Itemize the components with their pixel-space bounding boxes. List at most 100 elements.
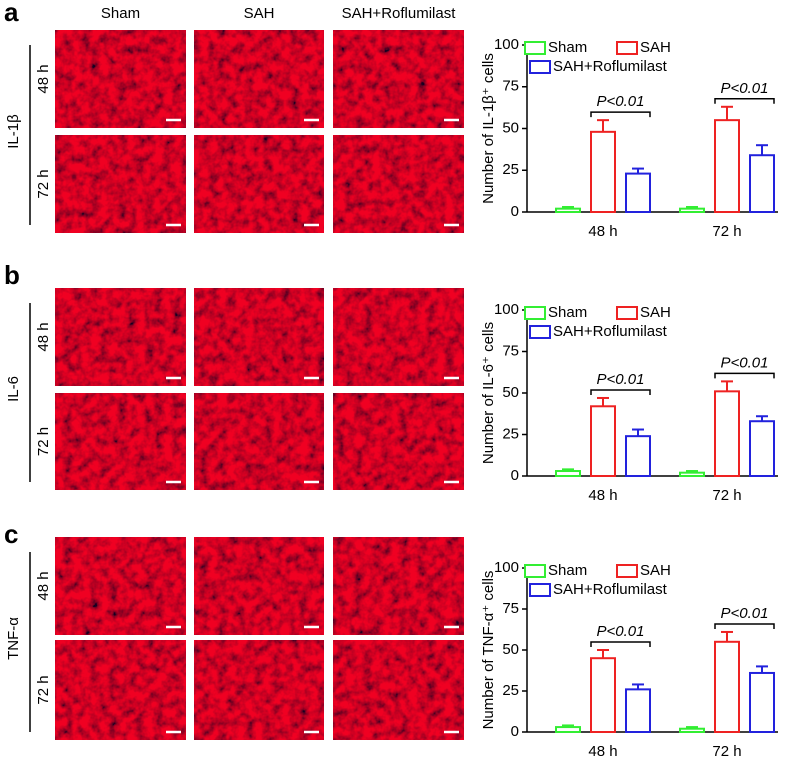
micrograph-texture (55, 537, 186, 635)
y-tick-label: 25 (502, 682, 519, 699)
bar (555, 207, 581, 214)
micrograph-texture (194, 393, 324, 490)
y-axis-label: Number of IL-1β⁺ cells (480, 53, 497, 204)
x-tick-label: 72 h (712, 743, 741, 760)
marker-label: TNF-α (5, 617, 22, 660)
annotation: P<0.01 (721, 80, 769, 97)
legend-label: SAH+Roflumilast (553, 58, 668, 75)
panel-letter: b (4, 260, 20, 290)
row-label: 48 h (35, 64, 52, 93)
row-label: 72 h (35, 169, 52, 198)
y-tick-label: 0 (511, 723, 519, 740)
micrograph-texture (333, 537, 464, 635)
bar (714, 119, 740, 213)
micrograph-texture (55, 288, 186, 386)
y-tick-label: 75 (502, 342, 519, 359)
bar (625, 435, 651, 478)
legend-label: SAH+Roflumilast (553, 323, 668, 340)
legend-swatch (616, 41, 638, 55)
bar (625, 172, 651, 213)
micrograph-texture (194, 135, 324, 233)
micrograph-texture (55, 640, 186, 740)
significance-bracket (714, 623, 775, 629)
y-axis-label: Number of TNF-α⁺ cells (480, 571, 497, 730)
annotation: P<0.01 (597, 371, 645, 388)
marker-label: IL-1β (5, 114, 22, 149)
bar (714, 390, 740, 477)
y-tick-label: 100 (494, 559, 519, 576)
legend-swatch (524, 41, 546, 55)
bar (625, 688, 651, 733)
y-tick-label: 50 (502, 641, 519, 658)
legend-label: Sham (548, 39, 587, 56)
row-label: 48 h (35, 571, 52, 600)
column-label: SAH (244, 5, 275, 22)
bar (749, 671, 775, 734)
annotation: P<0.01 (597, 93, 645, 110)
bar (749, 154, 775, 213)
legend-swatch (524, 306, 546, 320)
column-label: Sham (101, 5, 140, 22)
legend-swatch (616, 564, 638, 578)
marker-label: IL-6 (5, 376, 22, 402)
x-tick-label: 48 h (588, 743, 617, 760)
y-tick-label: 75 (502, 600, 519, 617)
legend-label: SAH (640, 304, 671, 321)
y-tick-label: 50 (502, 384, 519, 401)
bar (679, 471, 705, 477)
panel-letter: c (4, 519, 18, 549)
row-label: 72 h (35, 675, 52, 704)
y-tick-label: 0 (511, 467, 519, 484)
row-label: 48 h (35, 322, 52, 351)
legend-swatch (529, 583, 551, 597)
y-tick-label: 100 (494, 36, 519, 53)
significance-bracket (590, 111, 651, 118)
micrograph-texture (194, 537, 324, 635)
panel-letter: a (4, 0, 19, 27)
micrograph-texture (333, 640, 464, 740)
legend-swatch (529, 60, 551, 74)
y-tick-label: 0 (511, 203, 519, 220)
y-tick-label: 25 (502, 425, 519, 442)
bar (555, 470, 581, 477)
legend-swatch (524, 564, 546, 578)
significance-bracket (590, 389, 651, 395)
legend-label: Sham (548, 562, 587, 579)
legend-swatch (529, 325, 551, 339)
bar (590, 405, 616, 477)
micrograph-texture (333, 30, 464, 128)
column-label: SAH+Roflumilast (342, 5, 457, 22)
legend-swatch (616, 306, 638, 320)
micrograph-texture (55, 30, 186, 128)
annotation: P<0.01 (597, 623, 645, 640)
x-tick-label: 48 h (588, 223, 617, 240)
micrograph-texture (333, 135, 464, 233)
micrograph-texture (55, 135, 186, 233)
y-tick-label: 100 (494, 301, 519, 318)
annotation: P<0.01 (721, 354, 769, 371)
bar (590, 657, 616, 734)
bar (749, 420, 775, 477)
bar (679, 207, 705, 214)
legend-label: SAH (640, 39, 671, 56)
micrograph-texture (194, 30, 324, 128)
micrograph-texture (55, 393, 186, 490)
significance-bracket (714, 98, 775, 104)
bar (679, 727, 705, 733)
bar (590, 130, 616, 213)
x-tick-label: 48 h (588, 487, 617, 504)
x-tick-label: 72 h (712, 487, 741, 504)
y-tick-label: 25 (502, 161, 519, 178)
micrograph-texture (333, 288, 464, 386)
y-tick-label: 50 (502, 119, 519, 136)
significance-bracket (590, 641, 651, 647)
y-axis-label: Number of IL-6⁺ cells (480, 322, 497, 464)
y-tick-label: 75 (502, 78, 519, 95)
annotation: P<0.01 (721, 605, 769, 622)
micrograph-texture (333, 393, 464, 490)
micrograph-texture (194, 640, 324, 740)
significance-bracket (714, 372, 775, 379)
legend-label: SAH (640, 562, 671, 579)
bar (555, 726, 581, 734)
legend-label: SAH+Roflumilast (553, 581, 668, 598)
